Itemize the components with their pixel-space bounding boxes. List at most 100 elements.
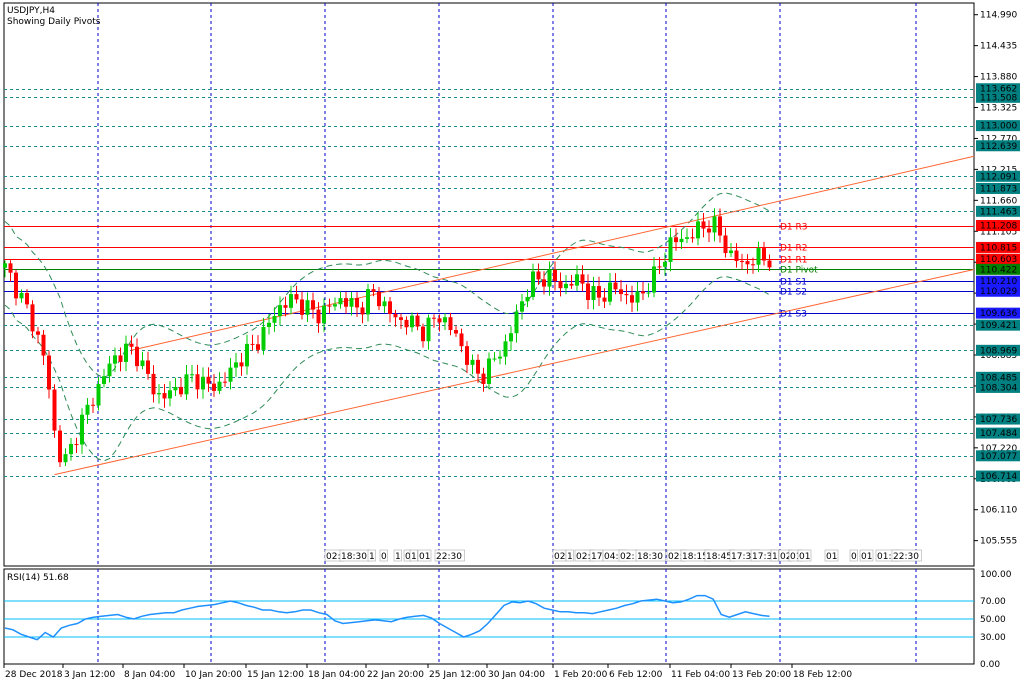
price-badge-3 [976,140,1020,152]
overlap-label-b-5: 02: [620,552,634,562]
candle-body-57 [316,309,321,324]
price-badge-20 [976,450,1020,462]
candle-body-87 [481,373,486,384]
candle-body-52 [289,294,293,308]
main-chart-frame [3,2,975,567]
price-badge-label-14: 109.421 [980,321,1017,331]
candle-body-99 [547,269,552,287]
price-badge-21 [976,470,1020,482]
price-badge-label-21: 106.714 [980,472,1017,482]
candle-body-78 [432,317,436,319]
pivot-label-0: D1 R3 [780,223,808,233]
candle-body-115 [635,291,640,303]
time-tick-label-13: 18 Feb 12:00 [793,670,852,680]
candle-body-124 [685,237,689,239]
overlap-box-b-6 [635,549,666,562]
overlap-label-a-6: 1 [411,552,417,562]
candle-body-64 [355,298,359,308]
price-tick-label-5: 112.215 [980,165,1017,175]
candle-body-30 [168,390,172,399]
candle-body-5 [30,304,35,332]
candle-body-109 [602,297,607,302]
candle-body-113 [624,294,629,296]
price-badge-2 [976,120,1020,132]
overlap-box-b-16 [824,549,839,562]
candle-body-95 [525,296,530,302]
candle-body-32 [179,386,183,395]
candle-body-49 [272,315,277,323]
price-badge-label-15: 108.969 [980,346,1017,356]
candle-body-137 [756,248,761,265]
candle-body-1 [8,263,13,273]
candle-body-7 [41,334,46,356]
price-badge-17 [976,381,1020,393]
overlap-box-b-12 [770,549,779,562]
candle-body-121 [668,237,673,262]
price-badge-15 [976,344,1020,356]
price-badge-label-8: 110.815 [980,243,1017,253]
candle-body-37 [206,376,211,384]
price-badge-label-13: 109.636 [980,309,1017,319]
overlap-label-b-3: 17 [591,552,602,562]
overlap-label-b-11: 17:30 [752,552,778,562]
price-tick-label-16: 106.110 [980,506,1017,516]
candle-body-75 [415,315,420,327]
candle-body-21 [118,355,123,362]
horizontal-gridlines [4,89,974,477]
pivot-label-6: D1 S3 [780,310,807,320]
candle-body-97 [536,271,541,280]
candle-body-43 [239,362,244,367]
rsi-indicator: 100.00 70.00 50.00 30.00 0.00 [4,570,1012,670]
candle-body-38 [212,383,216,391]
time-tick-label-6: 22 Jan 20:00 [367,670,424,680]
candle-body-40 [223,381,227,383]
candle-body-60 [333,304,337,307]
price-badge-label-19: 107.484 [980,429,1017,439]
overlap-label-a-2: 1 [369,552,375,562]
candle-body-11 [63,454,68,463]
candle-body-3 [19,293,24,299]
indicator-note: Showing Daily Pivots [7,17,101,27]
price-tick-label-0: 114.990 [980,11,1017,21]
candle-body-128 [707,228,711,233]
time-tick-label-1: 3 Jan 12:00 [64,670,116,680]
candle-body-2 [14,272,18,299]
price-badge-9 [976,253,1020,265]
candle-body-55 [305,300,310,315]
rsi-title: RSI(14) 51.68 [7,573,69,583]
price-badge-label-18: 107.736 [980,415,1017,425]
price-badge-label-4: 112.091 [980,172,1017,182]
candle-body-116 [641,291,645,294]
candle-body-35 [195,374,200,390]
overlap-label-b-8: 18:15 [682,552,708,562]
candle-body-28 [157,393,161,395]
candle-body-34 [190,374,194,376]
envelope-lower [4,275,770,462]
price-badge-5 [976,182,1020,194]
candle-body-130 [718,216,722,236]
candle-body-102 [564,283,568,289]
overlap-label-b-13: 02 [780,552,791,562]
candle-body-9 [52,389,57,431]
price-badge-label-2: 113.000 [980,122,1017,132]
candle-body-16 [91,404,95,406]
overlap-box-b-17 [849,549,858,562]
price-badge-label-1: 113.508 [980,93,1017,103]
candle-body-101 [558,281,563,289]
price-badge-label-17: 108.304 [980,383,1017,393]
candle-body-93 [514,311,519,334]
overlap-label-a-1: 18:30 [341,552,367,562]
price-badge-16 [976,371,1020,383]
candle-body-126 [696,221,700,239]
overlap-label-a-7: 01 [419,552,430,562]
candle-body-17 [96,383,101,406]
time-tick-label-0: 28 Dec 2018 [5,670,63,680]
pivot-label-5: D1 S2 [780,288,807,298]
time-tick-label-11: 11 Feb 04:00 [671,670,730,680]
candle-body-18 [102,376,106,384]
price-badge-label-12: 110.029 [980,287,1017,297]
candle-body-31 [173,386,178,391]
overlap-label-b-2: 02: [576,552,590,562]
